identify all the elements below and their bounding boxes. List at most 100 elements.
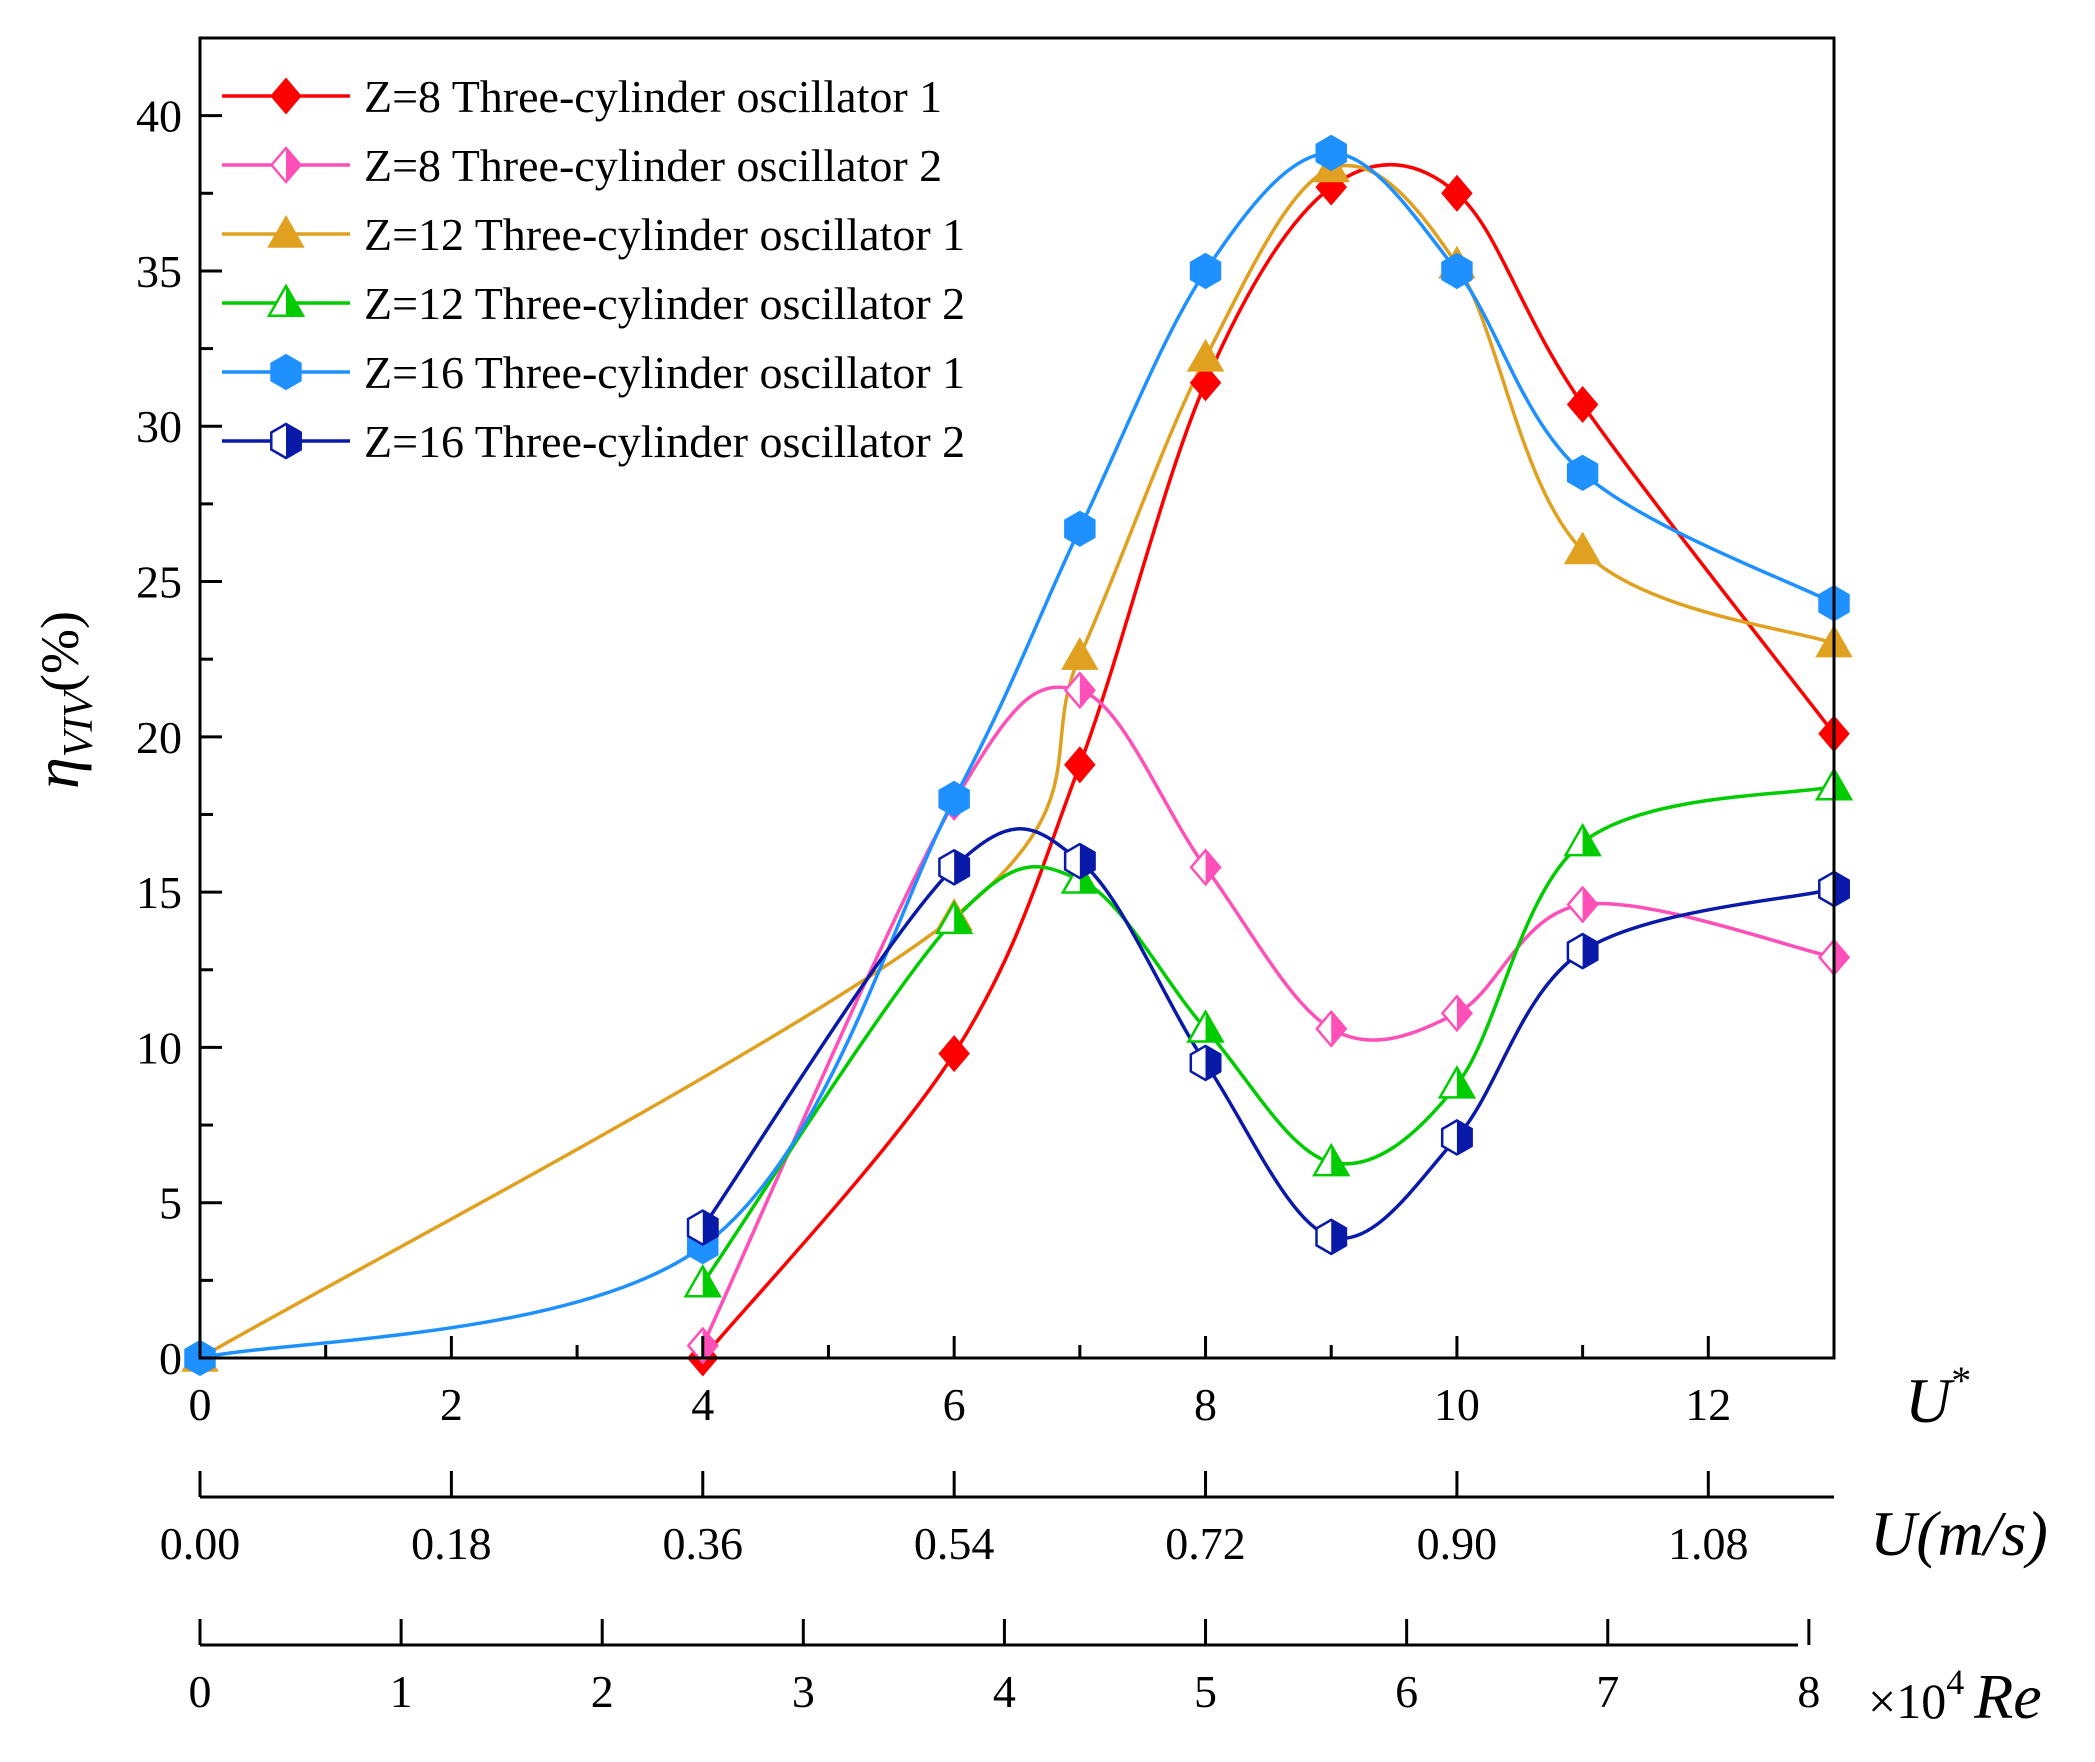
x-tick-label: 2 <box>440 1379 463 1430</box>
data-point <box>938 780 970 818</box>
data-point <box>1315 1218 1348 1256</box>
x-tick-label: 10 <box>1434 1379 1480 1430</box>
data-point <box>1315 1009 1348 1048</box>
legend-entry: Z=8 Three-cylinder oscillator 2 <box>364 140 942 191</box>
data-point <box>1064 510 1096 547</box>
y-tick-label: 40 <box>136 91 182 142</box>
secondary-tick-label: 3 <box>792 1666 815 1717</box>
legend-marker <box>266 283 306 317</box>
reynolds-axis-title: ×104 Re <box>1868 1661 2042 1732</box>
legend-marker <box>269 146 303 184</box>
reynolds-axis-title-prefix: ×10 <box>1868 1673 1946 1729</box>
secondary-axes: 0.00 0.18 0.36 0.54 0.72 0.90 1.08 0 1 2 3 4 5 6 7 8 <box>160 1471 1834 1717</box>
legend-marker <box>270 77 302 115</box>
y-axis-title: ηVIV(%) <box>21 611 102 789</box>
y-tick-label: 10 <box>136 1022 182 1073</box>
secondary-tick-label: 2 <box>591 1666 614 1717</box>
x-tick-label: 4 <box>691 1379 714 1430</box>
series-line <box>701 685 1834 1347</box>
x-axis-title-main: U <box>1905 1365 1955 1436</box>
data-point <box>1566 885 1599 924</box>
x-axis-title-superscript: * <box>1951 1358 1971 1403</box>
y-axis-title-unit: (%) <box>30 611 90 692</box>
legend-entry: Z=16 Three-cylinder oscillator 2 <box>364 416 965 467</box>
main-axes: 0 2 4 6 8 10 12 0 5 10 15 20 25 30 35 40 <box>136 36 1836 1430</box>
secondary-tick-label: 0.00 <box>160 1518 241 1569</box>
secondary-tick-label: 5 <box>1194 1666 1217 1717</box>
y-tick-label: 25 <box>136 557 182 608</box>
data-point <box>1441 252 1473 290</box>
reynolds-axis-title-main: Re <box>1973 1661 2042 1732</box>
x-axis-title: U* <box>1905 1358 1971 1436</box>
series-line <box>701 162 1834 1358</box>
secondary-tick-label: 0.36 <box>663 1518 744 1569</box>
data-point <box>1186 338 1225 372</box>
x-tick-label: 8 <box>1194 1379 1217 1430</box>
data-point <box>1437 1065 1477 1099</box>
data-point <box>1189 848 1222 887</box>
data-point <box>1312 1142 1351 1177</box>
data-point <box>1064 746 1096 784</box>
legend-marker <box>270 353 302 391</box>
data-point <box>1563 531 1602 565</box>
data-point <box>1186 1009 1225 1043</box>
y-axis-title-symbol: η <box>21 757 92 789</box>
secondary-tick-label: 0.54 <box>914 1518 995 1569</box>
legend: Z=8 Three-cylinder oscillator 1 Z=8 Three… <box>222 71 965 467</box>
series-line <box>701 784 1834 1285</box>
y-tick-label: 0 <box>159 1333 182 1384</box>
series-line <box>200 163 1834 1358</box>
secondary-tick-label: 0 <box>189 1666 212 1717</box>
data-point <box>934 900 974 935</box>
series-markers <box>181 134 1854 1377</box>
y-axis-title-subscript: VIV <box>56 688 102 758</box>
y-tick-label: 15 <box>136 867 182 918</box>
data-point <box>1189 252 1222 290</box>
y-tick-label: 35 <box>136 246 182 297</box>
data-point <box>683 1263 722 1298</box>
data-point <box>1566 385 1599 424</box>
secondary-tick-label: 0.90 <box>1417 1518 1498 1569</box>
legend-entry: Z=16 Three-cylinder oscillator 1 <box>364 347 965 398</box>
secondary-tick-label: 1 <box>390 1666 413 1717</box>
data-point <box>1189 364 1222 402</box>
data-point <box>1061 637 1099 670</box>
legend-entry: Z=12 Three-cylinder oscillator 2 <box>364 278 965 329</box>
data-point <box>938 1035 970 1073</box>
data-point <box>1440 994 1474 1033</box>
legend-entry: Z=8 Three-cylinder oscillator 1 <box>364 71 942 122</box>
legend-marker <box>270 422 302 460</box>
data-point <box>1063 842 1096 880</box>
x-tick-label: 0 <box>189 1379 212 1430</box>
data-point <box>1063 671 1096 710</box>
y-tick-label: 5 <box>159 1178 182 1229</box>
secondary-tick-label: 4 <box>993 1666 1016 1717</box>
x-tick-label: 12 <box>1685 1379 1731 1430</box>
x-tick-label: 6 <box>943 1379 966 1430</box>
data-point <box>938 848 971 886</box>
secondary-tick-label: 0.18 <box>411 1518 492 1569</box>
secondary-tick-label: 0.72 <box>1165 1518 1246 1569</box>
plot-frame <box>198 36 1836 1360</box>
legend-entry: Z=12 Three-cylinder oscillator 1 <box>364 209 965 260</box>
data-point <box>1566 454 1599 491</box>
series-line <box>200 151 1834 1358</box>
data-point <box>1566 932 1599 970</box>
reynolds-axis-title-exponent: 4 <box>1946 1662 1964 1702</box>
y-tick-label: 20 <box>136 712 182 763</box>
data-point <box>1441 174 1473 212</box>
data-point <box>1563 822 1602 857</box>
legend-marker <box>267 214 305 248</box>
velocity-axis-title: U(m/s) <box>1870 1498 2048 1569</box>
velocity-axis-title-main: U <box>1870 1498 1920 1569</box>
secondary-tick-label: 7 <box>1596 1666 1619 1717</box>
velocity-axis-title-unit: (m/s) <box>1916 1498 2048 1569</box>
data-point <box>1189 1044 1222 1082</box>
data-point <box>686 1209 719 1246</box>
data-point <box>1315 134 1347 172</box>
secondary-tick-label: 1.08 <box>1668 1518 1749 1569</box>
series-line <box>701 827 1834 1241</box>
secondary-tick-label: 8 <box>1797 1666 1820 1717</box>
data-point <box>1440 1119 1473 1156</box>
